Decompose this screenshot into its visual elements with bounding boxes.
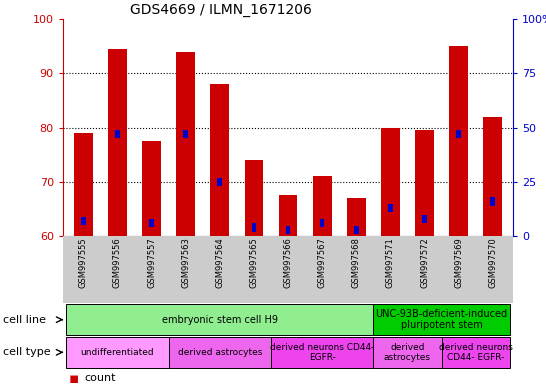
Text: GSM997564: GSM997564 — [215, 237, 224, 288]
Text: GSM997565: GSM997565 — [250, 237, 258, 288]
Bar — [74, 133, 93, 236]
Bar — [373, 337, 442, 368]
Text: ▪: ▪ — [68, 382, 79, 384]
Text: derived neurons CD44-
EGFR-: derived neurons CD44- EGFR- — [270, 343, 375, 362]
Bar — [313, 177, 331, 236]
Text: GSM997568: GSM997568 — [352, 237, 361, 288]
Text: derived
astrocytes: derived astrocytes — [384, 343, 431, 362]
Bar — [347, 198, 366, 236]
Bar — [483, 117, 502, 236]
Text: GSM997567: GSM997567 — [318, 237, 327, 288]
Bar — [449, 46, 468, 236]
Bar — [108, 49, 127, 236]
Bar — [381, 127, 400, 236]
Bar — [115, 130, 120, 138]
Bar — [442, 337, 510, 368]
Bar — [176, 52, 195, 236]
Text: undifferentiated: undifferentiated — [81, 348, 154, 357]
Text: GSM997569: GSM997569 — [454, 237, 463, 288]
Bar — [142, 141, 161, 236]
Text: UNC-93B-deficient-induced
pluripotent stem: UNC-93B-deficient-induced pluripotent st… — [376, 309, 508, 331]
Bar — [66, 337, 169, 368]
Text: GSM997566: GSM997566 — [283, 237, 293, 288]
Bar — [373, 304, 510, 335]
Bar — [217, 178, 222, 186]
Text: cell line: cell line — [3, 314, 46, 325]
Bar — [252, 223, 256, 232]
Bar — [388, 204, 393, 212]
Text: GSM997571: GSM997571 — [386, 237, 395, 288]
Bar — [183, 130, 188, 138]
Bar — [245, 160, 263, 236]
Text: GDS4669 / ILMN_1671206: GDS4669 / ILMN_1671206 — [130, 3, 312, 17]
Text: GSM997556: GSM997556 — [113, 237, 122, 288]
Text: cell type: cell type — [3, 347, 50, 358]
Text: ▪: ▪ — [68, 371, 79, 384]
Bar — [415, 131, 434, 236]
Bar — [320, 219, 324, 227]
Bar — [210, 84, 229, 236]
Bar — [169, 337, 271, 368]
Text: embryonic stem cell H9: embryonic stem cell H9 — [162, 314, 278, 325]
Bar — [66, 304, 373, 335]
Text: GSM997572: GSM997572 — [420, 237, 429, 288]
Text: GSM997570: GSM997570 — [488, 237, 497, 288]
Bar — [271, 337, 373, 368]
Bar — [149, 219, 154, 227]
Bar — [286, 225, 290, 234]
Text: derived astrocytes: derived astrocytes — [177, 348, 262, 357]
Text: GSM997555: GSM997555 — [79, 237, 88, 288]
Text: derived neurons
CD44- EGFR-: derived neurons CD44- EGFR- — [439, 343, 513, 362]
Text: GSM997557: GSM997557 — [147, 237, 156, 288]
Text: count: count — [85, 373, 116, 383]
Bar — [490, 197, 495, 205]
Bar — [278, 195, 298, 236]
Bar — [81, 217, 86, 225]
Bar — [354, 225, 359, 234]
Text: GSM997563: GSM997563 — [181, 237, 190, 288]
Bar — [456, 130, 461, 138]
Bar — [422, 215, 427, 223]
